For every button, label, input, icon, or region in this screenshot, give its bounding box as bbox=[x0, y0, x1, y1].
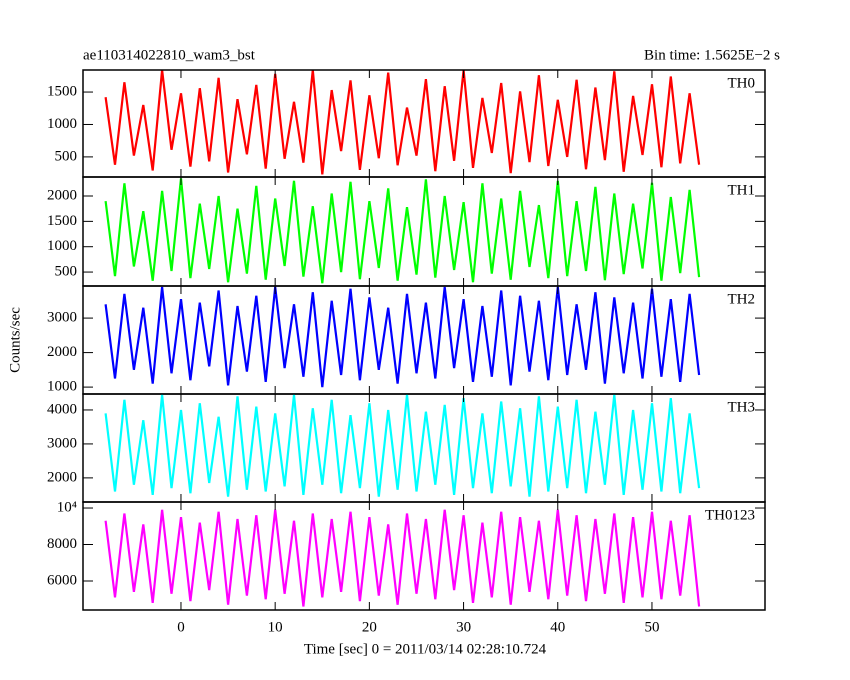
x-tick-label: 10 bbox=[268, 619, 283, 635]
series-line bbox=[104, 70, 701, 175]
chart-subtitle: Bin time: 1.5625E−2 s bbox=[644, 47, 780, 63]
panel-label: TH0 bbox=[728, 75, 756, 91]
y-tick-label: 500 bbox=[55, 263, 78, 279]
x-tick-label: 40 bbox=[550, 619, 565, 635]
y-tick-label: 1500 bbox=[47, 83, 77, 99]
y-tick-label: 1000 bbox=[47, 238, 77, 254]
y-tick-label: 1000 bbox=[47, 116, 77, 132]
series-line bbox=[104, 178, 701, 284]
y-tick-label: 1000 bbox=[47, 379, 77, 395]
y-tick-label: 2000 bbox=[47, 344, 77, 360]
y-tick-label: 2000 bbox=[47, 187, 77, 203]
panel-frame bbox=[82, 501, 766, 611]
panel-label: TH3 bbox=[728, 399, 756, 415]
y-tick-label: 4000 bbox=[47, 401, 77, 417]
x-axis-label: Time [sec] 0 = 2011/03/14 02:28:10.724 bbox=[304, 641, 547, 657]
x-tick-label: 20 bbox=[362, 619, 377, 635]
series-line bbox=[104, 286, 701, 388]
x-tick-label: 30 bbox=[456, 619, 471, 635]
y-tick-label: 3000 bbox=[47, 310, 77, 326]
panel-label: TH0123 bbox=[705, 507, 755, 523]
y-axis-label: Counts/sec bbox=[7, 307, 23, 373]
y-tick-label: 500 bbox=[55, 148, 78, 164]
series-line bbox=[104, 394, 701, 497]
x-tick-label: 50 bbox=[644, 619, 659, 635]
chart-title: ae110314022810_wam3_bst bbox=[83, 47, 256, 63]
y-tick-label: 2000 bbox=[47, 469, 77, 485]
y-tick-label: 3000 bbox=[47, 435, 77, 451]
series-line bbox=[104, 509, 701, 607]
panel-label: TH1 bbox=[728, 182, 756, 198]
panel-label: TH2 bbox=[728, 291, 756, 307]
y-tick-label: 10⁴ bbox=[57, 499, 77, 515]
y-tick-label: 1500 bbox=[47, 213, 77, 229]
x-tick-label: 0 bbox=[177, 619, 185, 635]
y-tick-label: 8000 bbox=[47, 536, 77, 552]
y-tick-label: 6000 bbox=[47, 572, 77, 588]
